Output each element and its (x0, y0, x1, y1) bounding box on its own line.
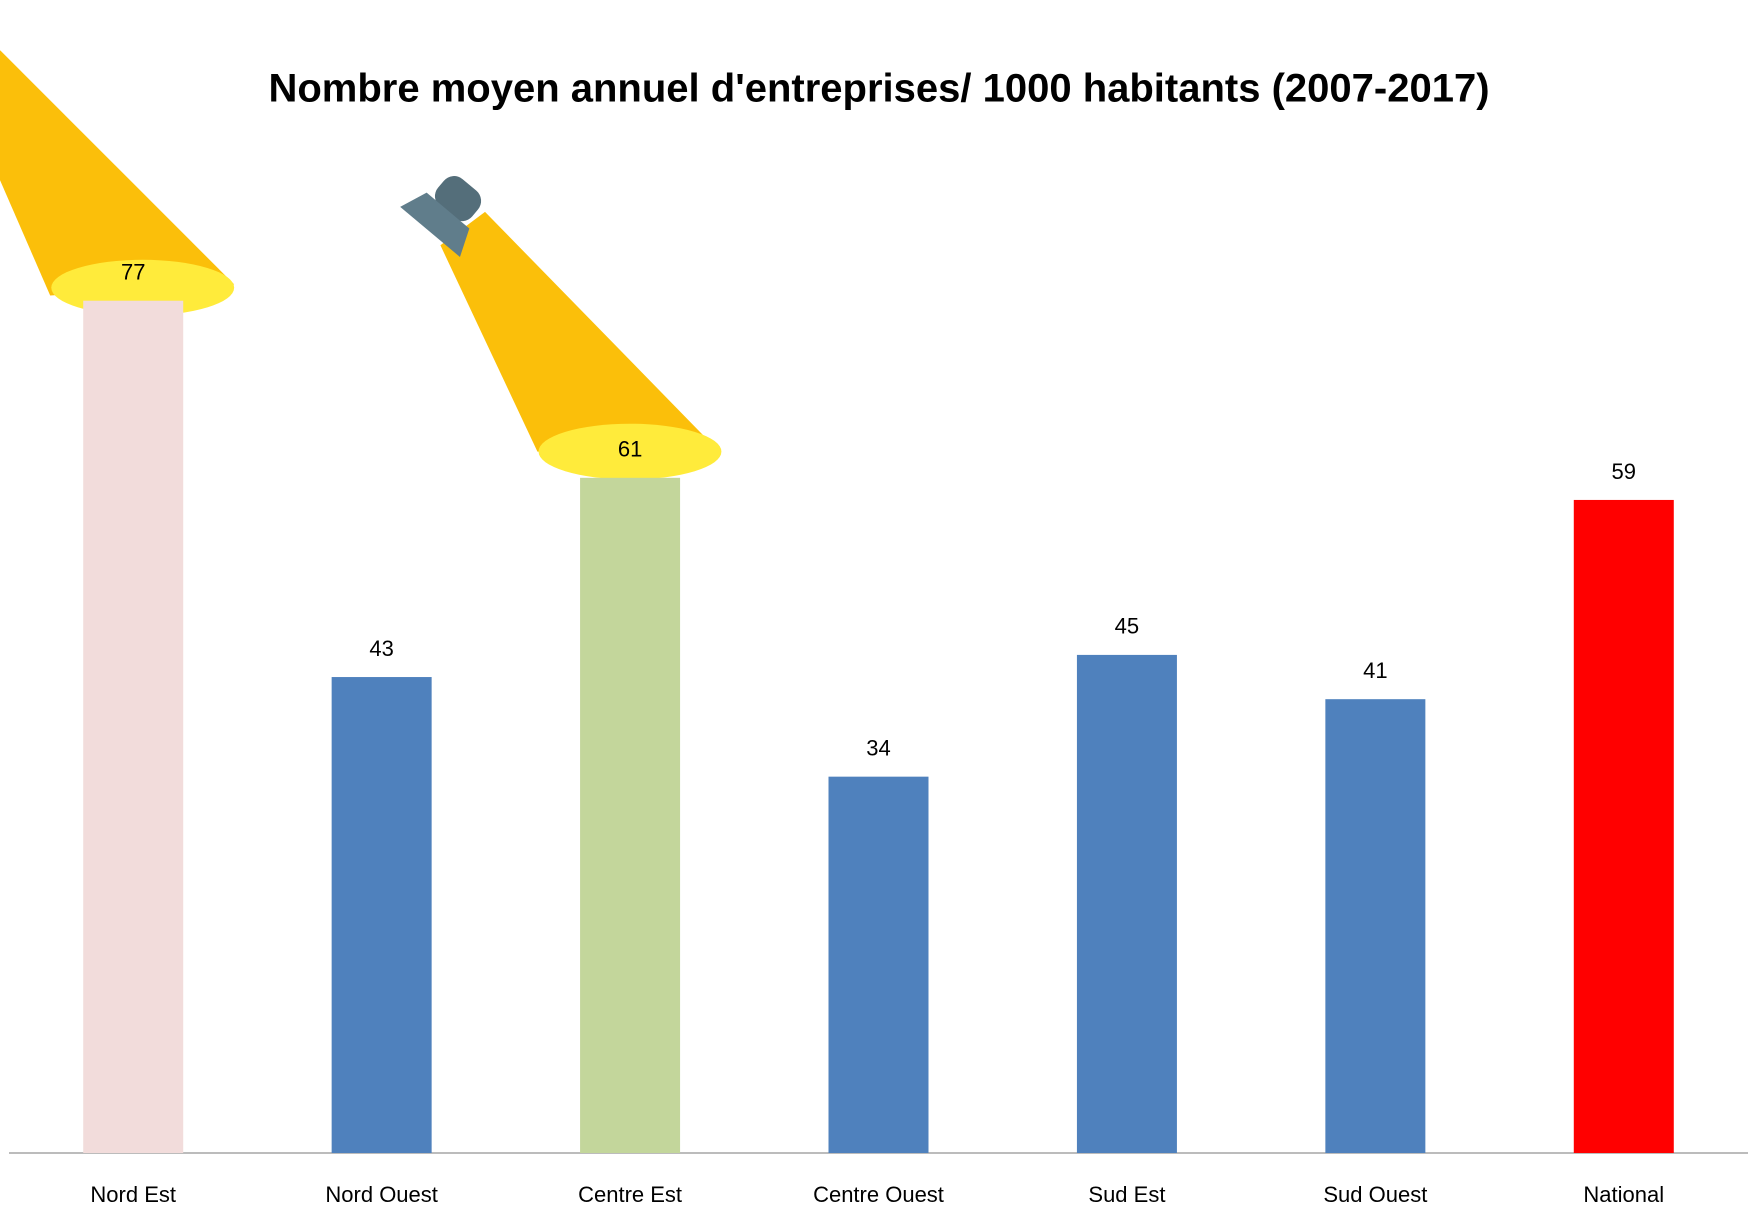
x-tick-label: Nord Ouest (325, 1182, 438, 1207)
bar (1325, 699, 1425, 1153)
bar (332, 677, 432, 1153)
x-tick-label: Centre Est (578, 1182, 682, 1207)
bar (1077, 655, 1177, 1153)
x-tick-label: National (1583, 1182, 1664, 1207)
value-label: 45 (1115, 614, 1139, 639)
x-tick-label: Centre Ouest (813, 1182, 944, 1207)
x-tick-label: Sud Ouest (1323, 1182, 1427, 1207)
value-label: 34 (866, 735, 890, 760)
value-label: 61 (618, 437, 642, 462)
page: Nombre moyen annuel d'entreprises/ 1000 … (0, 0, 1748, 1216)
bar (83, 301, 183, 1153)
bar (580, 478, 680, 1153)
bar (829, 777, 929, 1153)
chart-title: Nombre moyen annuel d'entreprises/ 1000 … (268, 67, 1489, 111)
value-label: 43 (369, 636, 393, 661)
x-tick-label: Nord Est (90, 1182, 176, 1207)
value-label: 59 (1612, 459, 1636, 484)
bar (1574, 500, 1674, 1153)
chart: Nombre moyen annuel d'entreprises/ 1000 … (0, 0, 1748, 1211)
light-beam (0, 45, 234, 296)
value-label: 77 (121, 260, 145, 285)
value-label: 41 (1363, 658, 1387, 683)
light-beam (440, 212, 719, 452)
x-tick-label: Sud Est (1088, 1182, 1165, 1207)
